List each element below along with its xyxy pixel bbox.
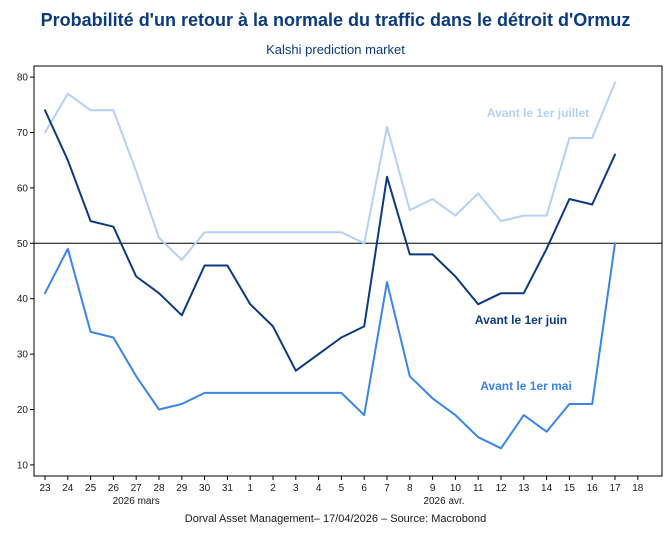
y-tick-label: 60 xyxy=(17,183,29,194)
x-tick-label: 11 xyxy=(473,483,484,494)
series-label: Avant le 1er juillet xyxy=(487,106,589,120)
chart-title: Probabilité d'un retour à la normale du … xyxy=(40,10,631,30)
x-tick-label: 2 xyxy=(270,483,276,494)
x-tick-label: 10 xyxy=(450,483,462,494)
x-tick-label: 1 xyxy=(247,483,253,494)
x-tick-label: 25 xyxy=(85,483,97,494)
x-tick-label: 9 xyxy=(430,483,436,494)
y-tick-label: 20 xyxy=(17,405,29,416)
series-line-avant-le-1er-juillet xyxy=(44,81,616,261)
x-tick-label: 5 xyxy=(339,483,345,494)
y-tick-label: 30 xyxy=(17,350,29,361)
x-tick-label: 8 xyxy=(407,483,413,494)
x-tick-label: 13 xyxy=(518,483,530,494)
x-tick-label: 4 xyxy=(316,483,322,494)
x-tick-label: 3 xyxy=(293,483,299,494)
x-month-label: 2026 mars xyxy=(113,496,160,507)
x-tick-label: 27 xyxy=(131,483,143,494)
series-line-avant-le-1er-juin xyxy=(44,109,616,372)
x-tick-label: 26 xyxy=(108,483,120,494)
series-line-avant-le-1er-mai xyxy=(44,242,616,450)
x-tick-label: 12 xyxy=(495,483,507,494)
x-tick-label: 14 xyxy=(541,483,553,494)
y-tick-label: 50 xyxy=(17,239,29,250)
x-tick-label: 24 xyxy=(62,483,74,494)
chart-subtitle: Kalshi prediction market xyxy=(266,42,405,57)
series-label: Avant le 1er mai xyxy=(480,379,572,393)
x-tick-label: 31 xyxy=(222,483,234,494)
x-tick-label: 28 xyxy=(153,483,165,494)
y-tick-label: 70 xyxy=(17,128,29,139)
y-tick-label: 10 xyxy=(17,460,29,471)
x-tick-label: 18 xyxy=(632,483,644,494)
x-tick-label: 30 xyxy=(199,483,211,494)
y-tick-label: 80 xyxy=(17,73,29,84)
x-tick-label: 29 xyxy=(176,483,188,494)
x-tick-label: 23 xyxy=(39,483,51,494)
x-tick-label: 15 xyxy=(564,483,576,494)
x-month-label: 2026 avr. xyxy=(423,496,464,507)
plot-area-border xyxy=(33,65,663,477)
series-label: Avant le 1er juin xyxy=(475,313,567,327)
x-tick-label: 7 xyxy=(384,483,390,494)
x-tick-label: 16 xyxy=(587,483,599,494)
chart-footer: Dorval Asset Management– 17/04/2026 – So… xyxy=(184,513,487,525)
y-tick-label: 40 xyxy=(17,294,29,305)
x-tick-label: 17 xyxy=(609,483,621,494)
x-tick-label: 6 xyxy=(361,483,367,494)
